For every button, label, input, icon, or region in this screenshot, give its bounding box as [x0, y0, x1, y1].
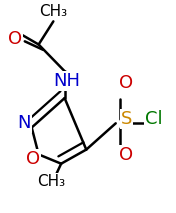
Text: CH₃: CH₃: [37, 174, 65, 189]
Text: N: N: [17, 114, 31, 132]
Text: O: O: [119, 146, 133, 164]
Text: S: S: [120, 110, 132, 128]
Text: O: O: [26, 150, 40, 168]
Text: Cl: Cl: [145, 110, 163, 128]
Text: CH₃: CH₃: [39, 4, 67, 19]
Text: O: O: [8, 30, 22, 48]
Text: O: O: [119, 74, 133, 92]
Text: NH: NH: [54, 72, 81, 90]
